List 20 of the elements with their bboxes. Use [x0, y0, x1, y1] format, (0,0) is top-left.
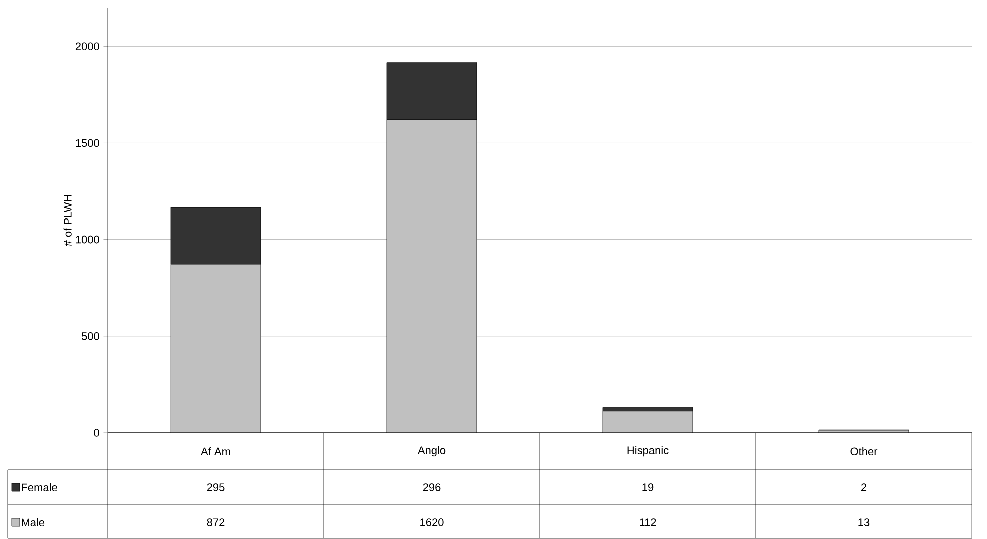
y-axis-title: # of PLWH — [64, 195, 72, 247]
data-label: 296 — [423, 484, 441, 492]
y-tick-label: 0 — [94, 429, 100, 437]
legend-label: Female — [22, 483, 58, 492]
x-tick-label: Af Am — [201, 448, 230, 456]
data-label: 19 — [642, 484, 654, 492]
x-tick-label: Other — [850, 447, 878, 456]
data-label: 13 — [858, 518, 870, 526]
data-label: 2 — [862, 484, 867, 492]
data-label: 295 — [207, 484, 225, 492]
data-label: 872 — [207, 518, 225, 526]
x-tick-label: Hispanic — [628, 446, 669, 457]
y-tick-label: 1500 — [76, 139, 100, 148]
x-tick-label: Anglo — [418, 446, 446, 457]
y-tick-label: 500 — [82, 332, 100, 340]
data-label: 112 — [640, 518, 656, 526]
y-tick-label: 1000 — [76, 236, 100, 244]
data-label: 1620 — [420, 518, 444, 526]
legend-label: Male — [22, 518, 45, 527]
y-tick-label: 2000 — [76, 42, 100, 51]
